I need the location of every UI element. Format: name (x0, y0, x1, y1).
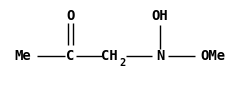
Text: O: O (66, 9, 75, 23)
Text: CH: CH (101, 49, 118, 63)
Text: OH: OH (152, 9, 168, 23)
Text: Me: Me (15, 49, 32, 63)
Text: C: C (66, 49, 75, 63)
Text: 2: 2 (119, 58, 125, 68)
Text: N: N (156, 49, 164, 63)
Text: OMe: OMe (201, 49, 226, 63)
